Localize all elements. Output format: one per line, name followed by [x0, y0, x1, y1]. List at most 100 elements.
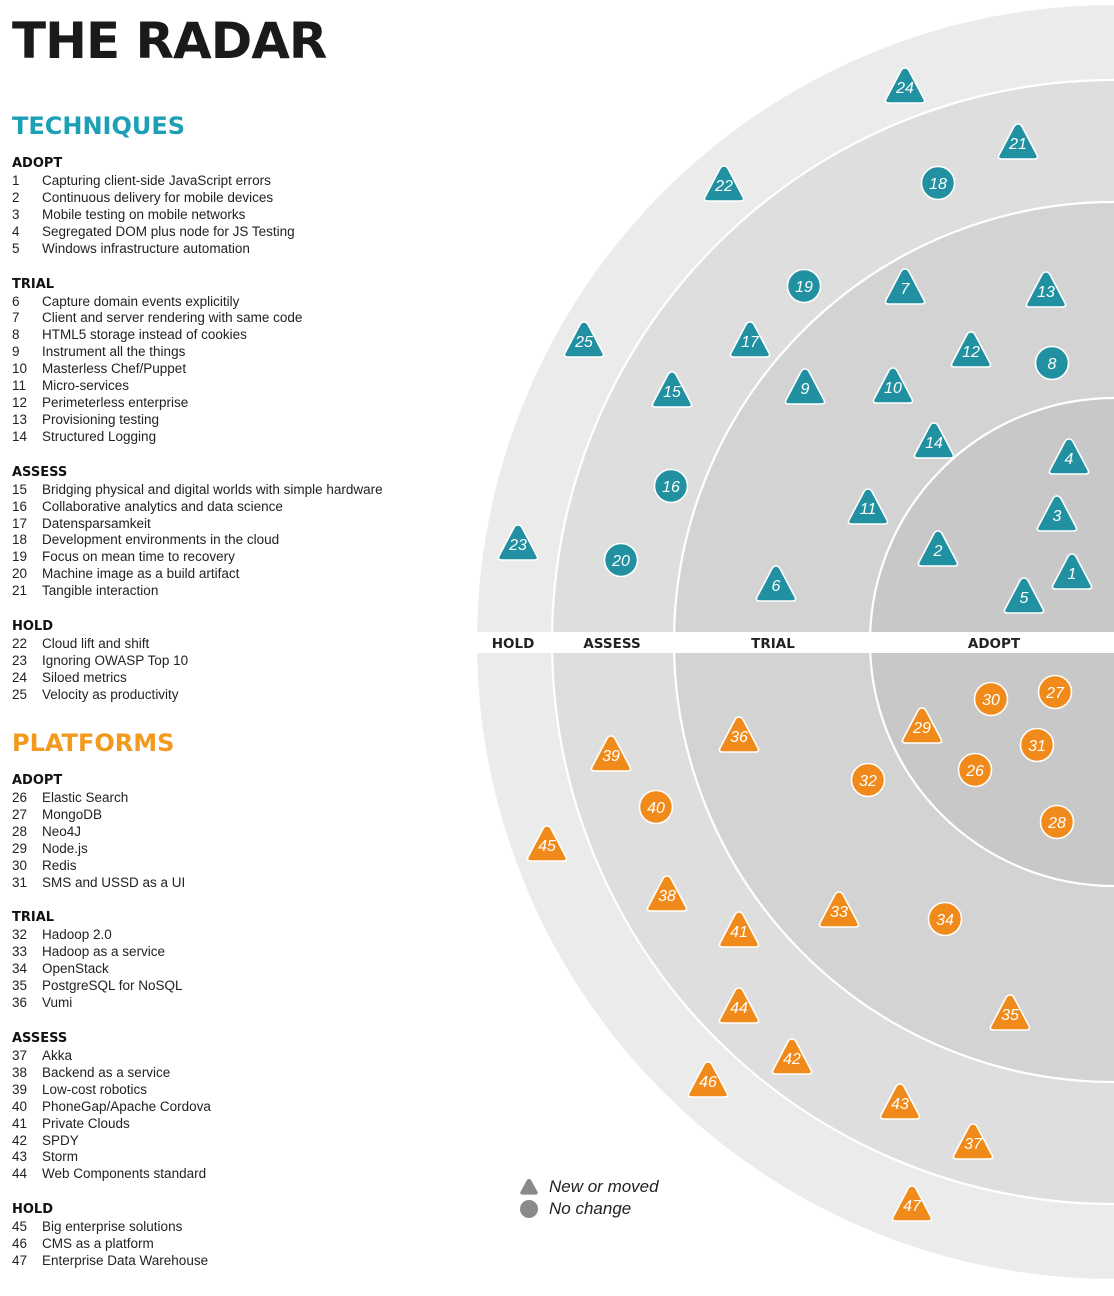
ring-title: ASSESS — [12, 1030, 68, 1046]
item-name: Masterless Chef/Puppet — [42, 361, 187, 377]
item-number: 4 — [12, 223, 20, 239]
blip-triangle-35 — [989, 994, 1031, 1031]
blip-41[interactable]: 41 — [718, 911, 760, 948]
blip-7[interactable]: 7 — [884, 268, 926, 305]
blip-39[interactable]: 39 — [590, 735, 632, 772]
item-number: 32 — [12, 927, 28, 943]
blip-5[interactable]: 5 — [1003, 577, 1045, 614]
blip-6[interactable]: 6 — [755, 565, 797, 602]
blip-34[interactable]: 34 — [927, 901, 963, 937]
blip-circle-27 — [1037, 674, 1073, 710]
techniques-group-adopt: ADOPT 1 Capturing client-side JavaScript e… — [12, 155, 452, 258]
blip-18[interactable]: 18 — [920, 165, 956, 201]
list-item: 37 Akka — [12, 1048, 452, 1065]
blip-8[interactable]: 8 — [1034, 345, 1070, 381]
item-name: Machine image as a build artifact — [42, 566, 240, 582]
item-name: Hadoop as a service — [42, 944, 166, 960]
blip-triangle-17 — [729, 321, 771, 358]
blip-22[interactable]: 22 — [703, 165, 745, 202]
blip-label: 10 — [884, 380, 902, 397]
item-name: Windows infrastructure automation — [42, 240, 250, 256]
blip-label: 4 — [1065, 451, 1074, 468]
blip-43[interactable]: 43 — [879, 1083, 921, 1120]
blip-25[interactable]: 25 — [563, 321, 605, 358]
blip-circle-19 — [786, 268, 822, 304]
item-name: Perimeterless enterprise — [42, 394, 189, 410]
blip-24[interactable]: 24 — [884, 67, 926, 104]
blip-label: 6 — [772, 578, 781, 595]
blip-33[interactable]: 33 — [818, 891, 860, 928]
blip-triangle-23 — [497, 524, 539, 561]
blip-9[interactable]: 9 — [784, 368, 826, 405]
blip-42[interactable]: 42 — [771, 1038, 813, 1075]
blip-14[interactable]: 14 — [913, 422, 955, 459]
blip-20[interactable]: 20 — [603, 542, 639, 578]
list-item: 40 PhoneGap/Apache Cordova — [12, 1099, 452, 1116]
blip-3[interactable]: 3 — [1036, 495, 1078, 532]
list-item: 30 Redis — [12, 858, 452, 875]
item-name: CMS as a platform — [42, 1236, 154, 1252]
item-number: 36 — [12, 995, 28, 1011]
item-number: 19 — [12, 549, 28, 565]
blip-37[interactable]: 37 — [952, 1123, 994, 1160]
ring-title: ASSESS — [12, 464, 68, 480]
blip-10[interactable]: 10 — [872, 367, 914, 404]
item-number: 14 — [12, 428, 28, 444]
blip-31[interactable]: 31 — [1019, 727, 1055, 763]
blip-26[interactable]: 26 — [957, 752, 993, 788]
blip-triangle-10 — [872, 367, 914, 404]
blip-circle-8 — [1034, 345, 1070, 381]
blip-triangle-33 — [818, 891, 860, 928]
blip-28[interactable]: 28 — [1039, 804, 1075, 840]
blip-17[interactable]: 17 — [729, 321, 771, 358]
blip-1[interactable]: 1 — [1051, 553, 1093, 590]
blip-38[interactable]: 38 — [646, 875, 688, 912]
blip-21[interactable]: 21 — [997, 123, 1039, 160]
item-number: 9 — [12, 344, 20, 360]
blip-2[interactable]: 2 — [917, 530, 959, 567]
item-name: Mobile testing on mobile networks — [42, 206, 246, 222]
blip-circle-18 — [920, 165, 956, 201]
item-number: 13 — [12, 411, 28, 427]
blip-label: 45 — [538, 838, 556, 855]
list-item: 43 Storm — [12, 1149, 452, 1166]
blip-triangle-6 — [755, 565, 797, 602]
techniques-list: ADOPT 1 Capturing client-side JavaScript e… — [12, 155, 452, 722]
blip-44[interactable]: 44 — [718, 987, 760, 1024]
item-name: Cloud lift and shift — [42, 636, 150, 652]
blip-30[interactable]: 30 — [973, 681, 1009, 717]
blip-47[interactable]: 47 — [891, 1185, 933, 1222]
blip-36[interactable]: 36 — [718, 716, 760, 753]
item-number: 20 — [12, 566, 28, 582]
blip-triangle-5 — [1003, 577, 1045, 614]
blip-27[interactable]: 27 — [1037, 674, 1073, 710]
blip-label: 26 — [965, 763, 984, 780]
blip-label: 12 — [962, 344, 980, 361]
list-item: 14 Structured Logging — [12, 429, 452, 446]
item-number: 7 — [12, 310, 20, 326]
blip-32[interactable]: 32 — [850, 762, 886, 798]
blip-29[interactable]: 29 — [901, 707, 943, 744]
blip-35[interactable]: 35 — [989, 994, 1031, 1031]
blip-46[interactable]: 46 — [687, 1061, 729, 1098]
list-item: 31 SMS and USSD as a UI — [12, 875, 452, 892]
blip-40[interactable]: 40 — [638, 789, 674, 825]
blip-4[interactable]: 4 — [1048, 438, 1090, 475]
item-name: MongoDB — [42, 806, 103, 822]
list-item: 21 Tangible interaction — [12, 583, 452, 600]
legend-new-or-moved: New or moved — [519, 1177, 659, 1197]
blip-label: 27 — [1045, 685, 1065, 702]
blip-19[interactable]: 19 — [786, 268, 822, 304]
blip-16[interactable]: 16 — [653, 468, 689, 504]
blip-15[interactable]: 15 — [651, 371, 693, 408]
blip-12[interactable]: 12 — [950, 331, 992, 368]
list-item: 47 Enterprise Data Warehouse — [12, 1253, 452, 1270]
list-item: 18 Development environments in the cloud — [12, 532, 452, 549]
blip-label: 35 — [1001, 1007, 1019, 1024]
list-item: 42 SPDY — [12, 1133, 452, 1150]
blip-23[interactable]: 23 — [497, 524, 539, 561]
blip-13[interactable]: 13 — [1025, 271, 1067, 308]
blip-circle-20 — [603, 542, 639, 578]
blip-11[interactable]: 11 — [847, 488, 889, 525]
blip-45[interactable]: 45 — [526, 825, 568, 862]
